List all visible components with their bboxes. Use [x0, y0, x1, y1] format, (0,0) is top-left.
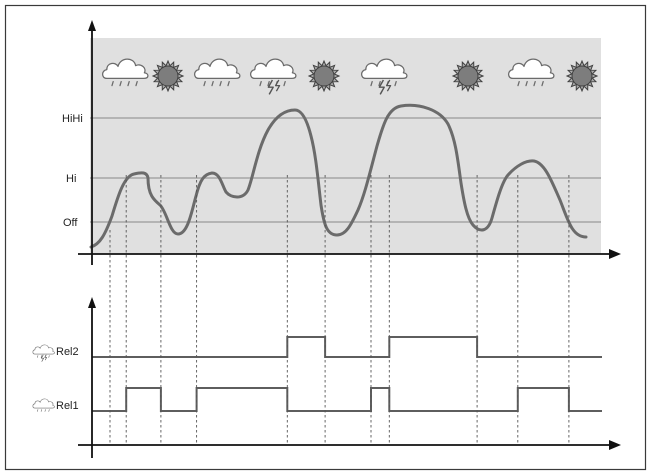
relay-x-axis-arrow: [609, 440, 621, 450]
signal-y-axis-arrow: [88, 20, 96, 31]
figure-frame: [4, 4, 647, 471]
rain-cloud-icon: [193, 58, 241, 87]
sun-icon: [565, 59, 599, 93]
hihi-label: HiHi: [62, 113, 83, 125]
relay-name: Rel1: [56, 400, 79, 412]
storm-cloud-icon: [249, 58, 297, 95]
weather-icon-row: [101, 58, 599, 95]
sun-icon: [151, 59, 185, 93]
off-label: Off: [63, 217, 78, 229]
signal-panel: HiHi Hi Off: [62, 20, 621, 265]
sun-icon: [307, 59, 341, 93]
switching-guide-lines: [109, 175, 570, 445]
relay-panel: Rel2 Rel1: [32, 297, 621, 458]
rain-cloud-icon: [101, 58, 149, 87]
rain-cloud-icon: [32, 398, 55, 412]
relay-trace-rel2: [92, 336, 602, 358]
sun-icon: [451, 59, 485, 93]
storm-cloud-icon: [32, 344, 55, 362]
relay-trace-rel1: [92, 387, 602, 412]
rain-cloud-icon: [507, 58, 555, 87]
signal-x-axis-arrow: [609, 249, 621, 259]
signal-curve: [89, 103, 588, 249]
relay-name: Rel2: [56, 346, 79, 358]
relay-y-axis-arrow: [88, 297, 96, 308]
relay-label-rel1: Rel1: [32, 398, 79, 412]
relay-traces: [92, 336, 602, 412]
hi-label: Hi: [66, 173, 76, 185]
storm-cloud-icon: [360, 58, 408, 95]
relay-label-rel2: Rel2: [32, 344, 79, 362]
relay-labels: Rel2 Rel1: [32, 344, 79, 412]
